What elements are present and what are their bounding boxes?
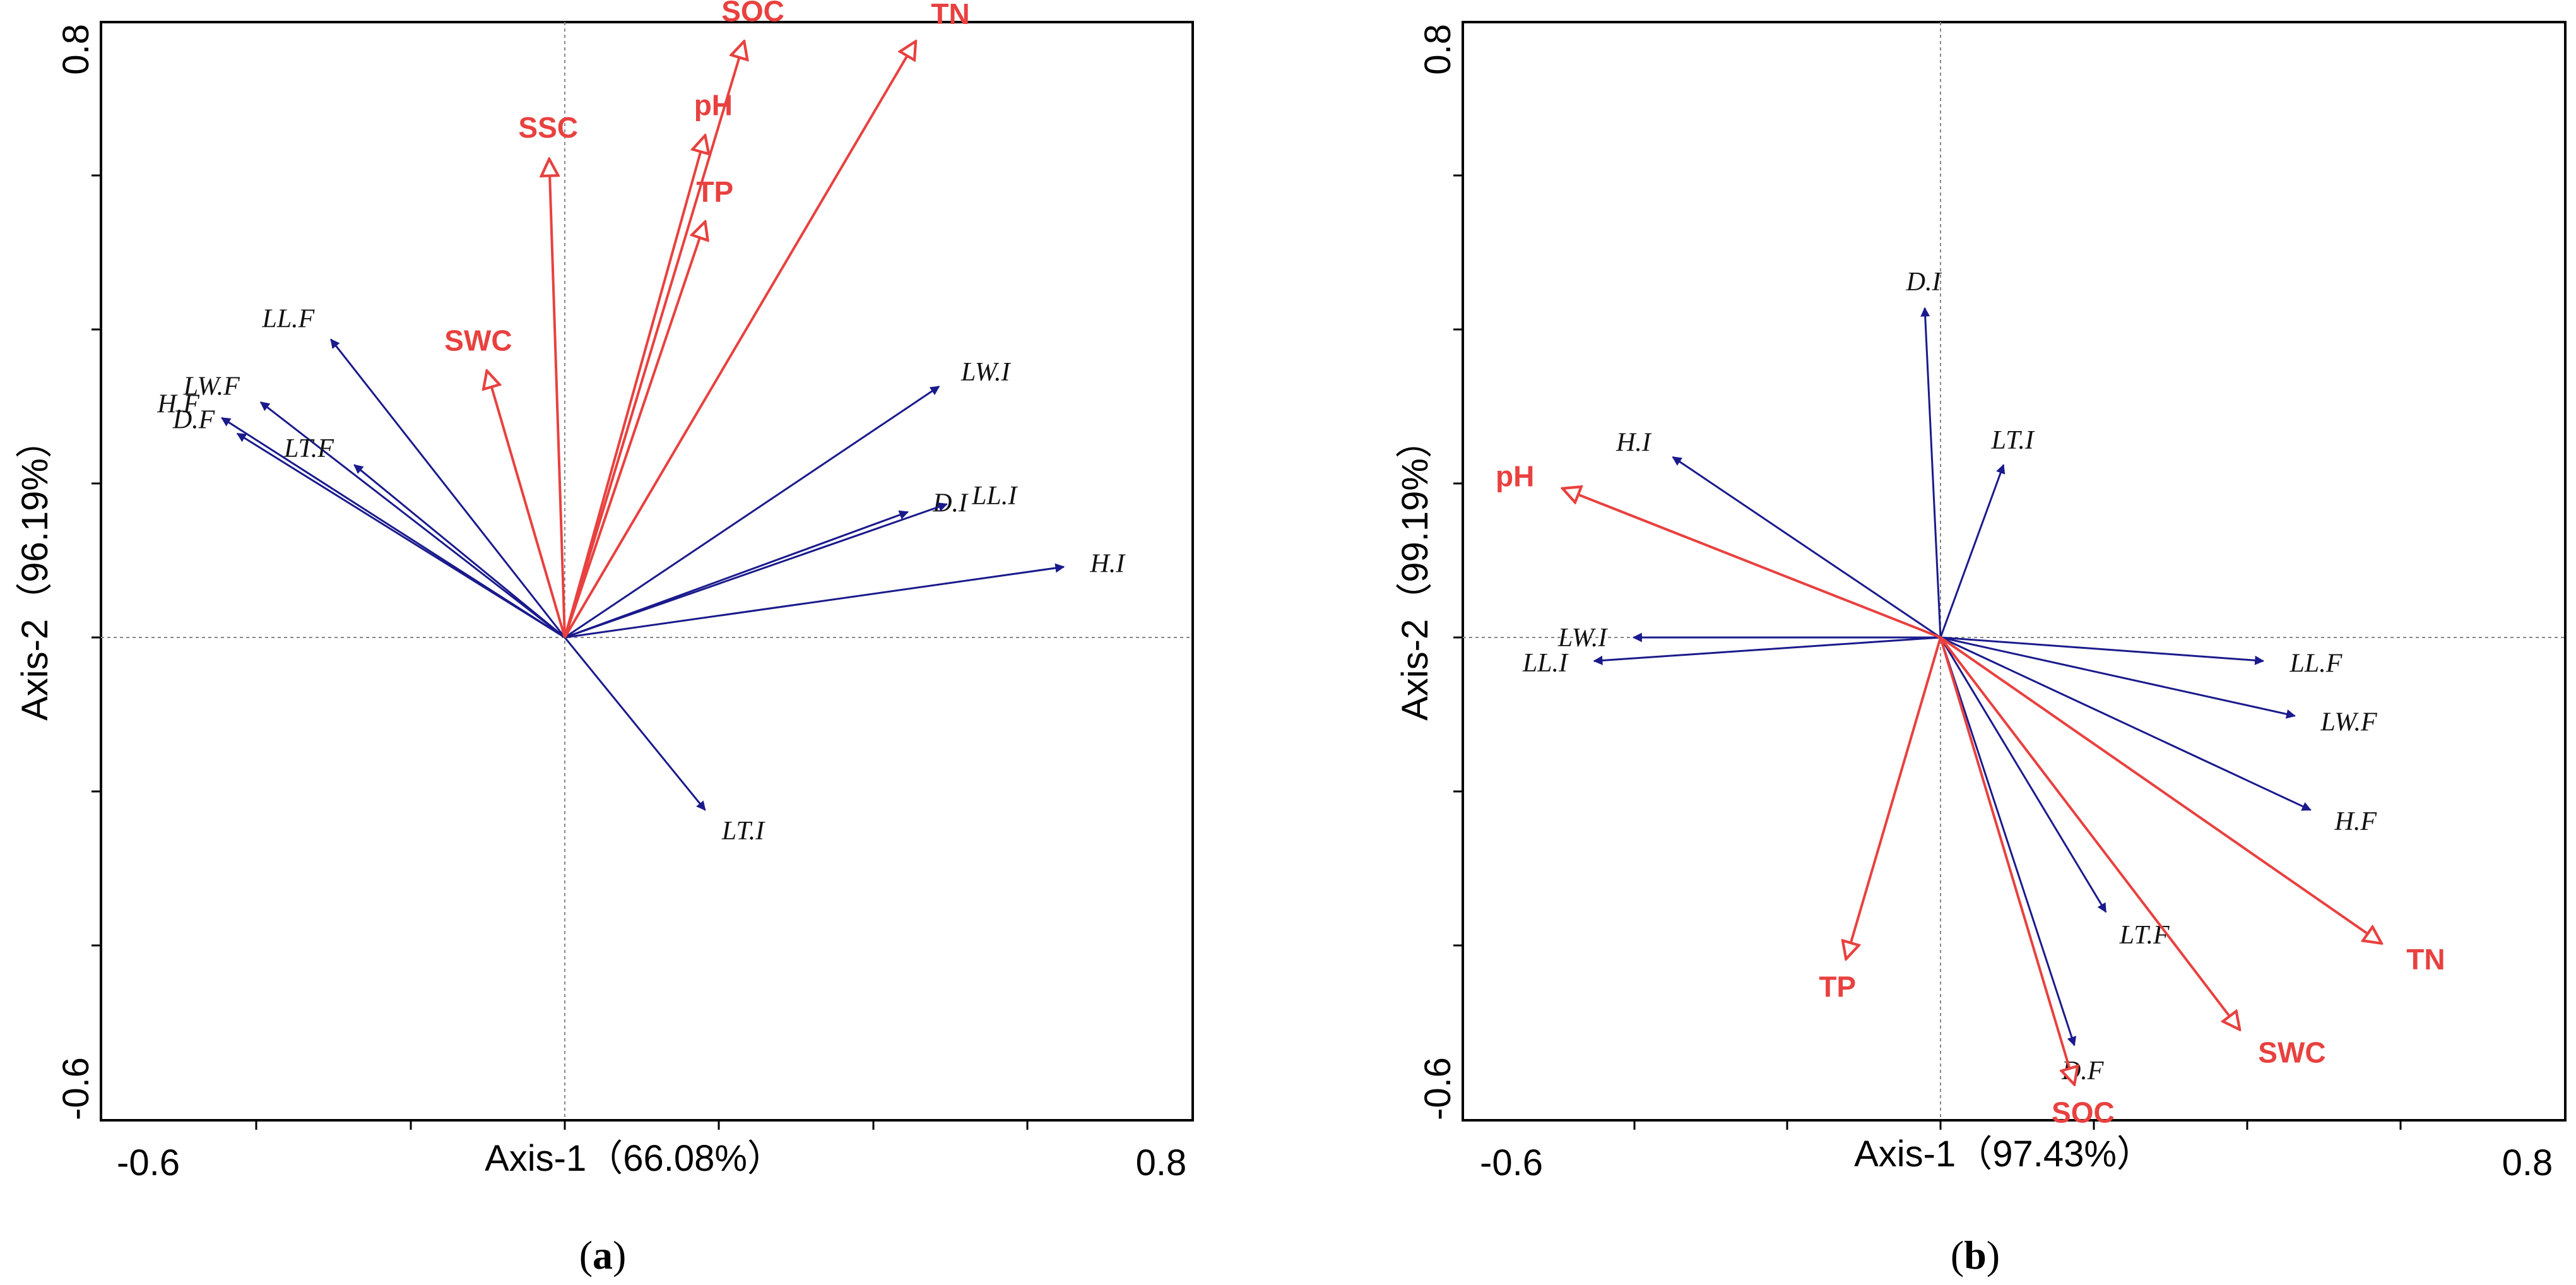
x-tick-left: -0.6 — [1480, 1142, 1543, 1183]
env-vector-ssc — [549, 159, 566, 638]
trait-vector-d-i — [1920, 307, 1942, 638]
env-label-swc: SWC — [444, 324, 512, 357]
y-tick-bottom: -0.6 — [56, 1057, 97, 1120]
trait-vector-h-f — [1940, 636, 2312, 811]
env-label-tp: TP — [1819, 971, 1856, 1004]
env-label-tn: TN — [931, 0, 969, 30]
trait-vector-d-f — [236, 432, 565, 639]
panel-letter: a — [593, 1233, 613, 1277]
env-label-ph: pH — [1496, 459, 1534, 492]
y-axis-title: Axis-2（96.19%） — [15, 422, 56, 721]
trait-label-h-f: H.F — [2334, 807, 2377, 836]
panel-label: (a) — [579, 1233, 627, 1277]
plot-frame — [100, 21, 1194, 1122]
y-tick-top: 0.8 — [1417, 24, 1458, 75]
y-tick-bottom: -0.6 — [1417, 1057, 1458, 1120]
trait-vector-ll-f — [1940, 636, 2265, 665]
trait-label-lt-i: LT.I — [1991, 426, 2035, 455]
x-tick-right: 0.8 — [2502, 1142, 2553, 1183]
trait-label-lt-f: LT.F — [2119, 921, 2170, 950]
env-label-soc: SOC — [2052, 1096, 2115, 1128]
trait-label-h-f: H.F — [157, 389, 199, 418]
trait-vector-ll-i — [1593, 636, 1941, 665]
panel-label: (b) — [1951, 1233, 2000, 1277]
trait-vector-lw-f — [1940, 636, 2296, 719]
env-label-soc: SOC — [721, 0, 784, 27]
vectors-a: LL.F LW.FH.FD.F LT.F LW.I D.I LL.I H.I LT.I SSC p… — [157, 0, 1126, 846]
trait-label-lw-f: LW.F — [183, 372, 240, 401]
axis-ticks — [92, 174, 1029, 1130]
env-vector-tp — [564, 222, 705, 638]
trait-vector-d-f — [1939, 637, 2077, 1046]
panel-a: 0.8 -0.6 -0.6 0.8 Axis-1（66.08%） Axis-2（… — [15, 0, 1194, 1277]
trait-label-h-i: H.I — [1089, 549, 1126, 578]
vectors-b: D.IH.I LT.ILW.ILL.I LL.FLW.FH.FLT.FD.FpHTP… — [1496, 268, 2445, 1128]
trait-label-d-i: D.I — [1906, 268, 1942, 297]
trait-vector-ll-i — [564, 502, 948, 639]
trait-label-lt-f: LT.F — [283, 434, 334, 463]
x-tick-right: 0.8 — [1136, 1142, 1187, 1183]
trait-vector-lw-f — [259, 401, 565, 639]
trait-label-lw-i: LW.I — [960, 358, 1011, 387]
env-vector-soc — [1939, 637, 2074, 1084]
env-vector-tn — [1939, 636, 2382, 944]
plot-frame — [1462, 21, 2567, 1122]
trait-label-h-i: H.I — [1616, 429, 1652, 458]
env-vector-tp — [1846, 637, 1942, 959]
x-axis-title: Axis-1（66.08%） — [485, 1138, 784, 1179]
trait-vector-ll-f — [330, 338, 566, 638]
trait-label-d-i: D.I — [932, 489, 969, 518]
trait-label-ll-f: LL.F — [2289, 649, 2343, 678]
x-tick-left: -0.6 — [117, 1142, 180, 1183]
trait-vector-lt-i — [564, 637, 706, 811]
trait-label-lw-f: LW.F — [2320, 708, 2377, 737]
x-axis-title: Axis-1（97.43%） — [1854, 1134, 2153, 1175]
env-vector-soc — [564, 41, 744, 638]
trait-vector-h-i — [564, 563, 1065, 639]
env-vector-swc — [487, 370, 566, 638]
env-label-tn: TN — [2406, 943, 2445, 976]
panel-letter: b — [1964, 1233, 1987, 1277]
env-vector-tn — [564, 41, 916, 639]
panel-b: 0.8 -0.6 -0.6 0.8 Axis-1（97.43%） Axis-2（… — [1395, 21, 2567, 1277]
y-tick-top: 0.8 — [56, 24, 97, 75]
trait-label-d-f: D.F — [172, 406, 215, 435]
y-axis-title: Axis-2（99.19%） — [1395, 422, 1436, 721]
trait-label-lt-i: LT.I — [721, 817, 765, 846]
trait-vector-lt-i — [1939, 464, 2006, 638]
env-label-ssc: SSC — [518, 111, 578, 144]
trait-label-lw-i: LW.I — [1557, 624, 1608, 653]
env-label-swc: SWC — [2258, 1036, 2325, 1069]
env-vector-ph — [1563, 489, 1941, 639]
trait-label-ll-i: LL.I — [971, 482, 1018, 511]
env-label-tp: TP — [696, 175, 733, 208]
env-vector-swc — [1939, 636, 2240, 1029]
trait-vector-lt-f — [353, 464, 565, 639]
env-vector-ph — [564, 136, 705, 638]
trait-label-ll-f: LL.F — [261, 305, 314, 334]
env-label-ph: pH — [694, 88, 733, 121]
axis-ticks — [1453, 174, 2402, 1130]
trait-label-ll-i: LL.I — [1522, 649, 1569, 678]
trait-vector-h-i — [1672, 456, 1941, 639]
trait-vector-lw-i — [564, 386, 940, 639]
trait-vector-lt-f — [1939, 637, 2107, 913]
